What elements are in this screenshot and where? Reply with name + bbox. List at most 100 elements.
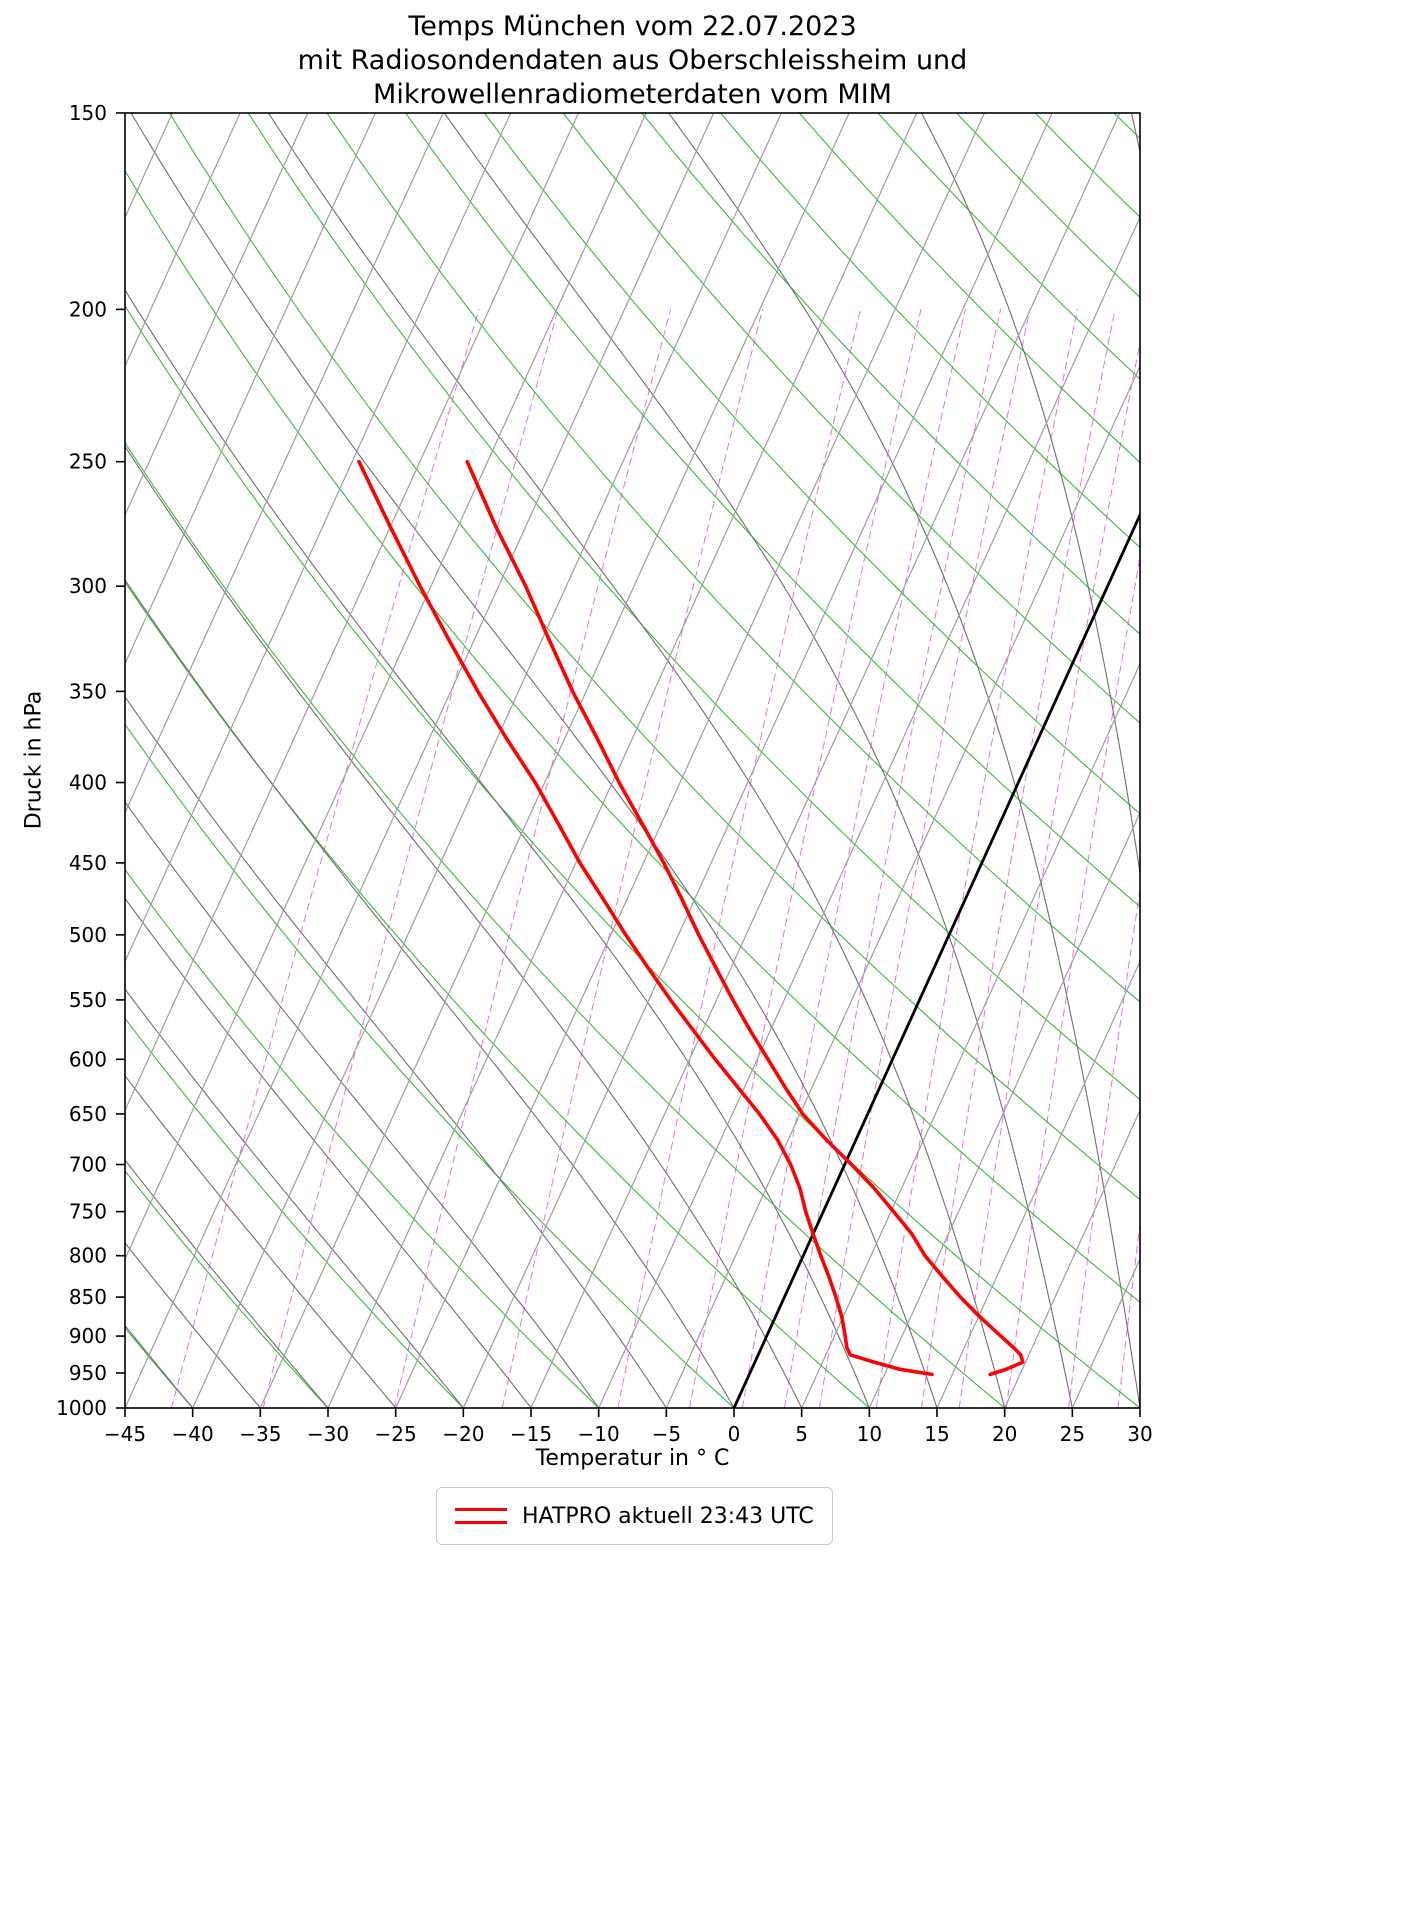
moist-adiabat-line bbox=[125, 1242, 261, 1408]
dry-adiabat-line bbox=[125, 1017, 464, 1408]
x-tick-label: −25 bbox=[375, 1422, 417, 1446]
mixing-ratio-line bbox=[783, 308, 1002, 1408]
dry-adiabat-line bbox=[125, 169, 1140, 1303]
dry-adiabat-line bbox=[125, 868, 600, 1408]
y-tick-label: 150 bbox=[69, 101, 107, 125]
x-tick-label: −15 bbox=[510, 1422, 552, 1446]
moist-adiabat-line bbox=[668, 113, 1140, 1408]
dry-adiabat-line bbox=[1193, 113, 1427, 1408]
isotherm-line bbox=[125, 113, 241, 368]
x-tick-label: 25 bbox=[1060, 1422, 1085, 1446]
isotherm-line bbox=[462, 113, 1053, 1408]
legend-label: HATPRO aktuell 23:43 UTC bbox=[522, 1503, 814, 1529]
y-tick-label: 700 bbox=[69, 1153, 107, 1177]
dewpoint-curve bbox=[357, 459, 934, 1377]
moist-adiabat-line bbox=[125, 578, 735, 1408]
y-tick-label: 400 bbox=[69, 771, 107, 795]
mixing-ratio-line bbox=[617, 308, 861, 1408]
mixing-ratio-line bbox=[170, 308, 480, 1408]
x-tick-label: −45 bbox=[104, 1422, 146, 1446]
dry-adiabat-line bbox=[168, 113, 1140, 1201]
x-tick-label: −40 bbox=[172, 1422, 214, 1446]
isotherm-line bbox=[868, 811, 1140, 1408]
zero-isotherm-line bbox=[732, 511, 1140, 1408]
y-tick-label: 450 bbox=[69, 851, 107, 875]
title-line-3: Mikrowellenradiometerdaten vom MIM bbox=[373, 79, 892, 110]
isotherm-line bbox=[125, 113, 376, 666]
y-tick-label: 1000 bbox=[56, 1396, 107, 1420]
mixing-ratio-line bbox=[1159, 309, 1312, 1408]
y-tick-label: 250 bbox=[69, 450, 107, 474]
mixing-ratio-line bbox=[262, 308, 559, 1408]
y-tick-label: 850 bbox=[69, 1285, 107, 1309]
x-tick-label: 0 bbox=[728, 1422, 741, 1446]
mixing-ratio-line bbox=[741, 308, 966, 1408]
y-tick-label: 350 bbox=[69, 679, 107, 703]
moist-adiabat-line bbox=[125, 289, 870, 1408]
isotherm-line bbox=[125, 113, 647, 1261]
isotherm-line bbox=[1139, 1406, 1140, 1408]
moist-adiabat-line bbox=[125, 1074, 397, 1408]
x-tick-label: 15 bbox=[924, 1422, 949, 1446]
moist-adiabat-line bbox=[125, 695, 667, 1408]
mixing-ratio-line bbox=[501, 308, 763, 1408]
moist-adiabat-line bbox=[267, 113, 1006, 1408]
legend-line-symbol bbox=[455, 1508, 507, 1524]
x-tick-label: 5 bbox=[795, 1422, 808, 1446]
isotherm-line bbox=[1071, 1257, 1140, 1408]
isotherm-line bbox=[665, 364, 1140, 1408]
dry-adiabat-line bbox=[125, 304, 1140, 1408]
legend: HATPRO aktuell 23:43 UTC bbox=[436, 1487, 833, 1545]
moist-adiabat-line bbox=[125, 445, 803, 1408]
dry-adiabat-line bbox=[405, 113, 1140, 908]
isotherm-line bbox=[598, 215, 1140, 1408]
mixing-ratio-line bbox=[1068, 887, 1140, 1408]
moist-adiabat-line bbox=[443, 113, 1073, 1408]
y-tick-label: 750 bbox=[69, 1200, 107, 1224]
mixing-ratio-line bbox=[689, 308, 922, 1408]
moist-adiabat-line bbox=[1130, 113, 1140, 154]
isotherm-line bbox=[192, 113, 783, 1408]
y-axis-label: Druck in hPa bbox=[21, 690, 47, 830]
temperature-curve bbox=[465, 459, 1025, 1377]
mixing-ratio-line bbox=[921, 308, 1116, 1408]
isotherm-line bbox=[125, 113, 580, 1112]
isotherm-line bbox=[1004, 1108, 1140, 1408]
y-tick-label: 650 bbox=[69, 1102, 107, 1126]
dry-adiabat-line bbox=[1113, 113, 1140, 140]
moist-adiabat-line bbox=[125, 988, 464, 1408]
isotherm-line bbox=[530, 113, 1121, 1408]
mixing-ratio-line bbox=[1005, 554, 1140, 1408]
x-tick-label: −30 bbox=[307, 1422, 349, 1446]
moist-adiabat-line bbox=[125, 897, 532, 1408]
x-tick-label: 10 bbox=[857, 1422, 882, 1446]
x-tick-label: −5 bbox=[652, 1422, 681, 1446]
x-tick-label: −20 bbox=[442, 1422, 484, 1446]
moist-adiabat-line bbox=[130, 113, 938, 1408]
isotherm-line bbox=[1275, 113, 1427, 1408]
isotherm-line bbox=[395, 113, 986, 1408]
isotherm-line bbox=[259, 113, 850, 1408]
title-line-2: mit Radiosondendaten aus Oberschleisshei… bbox=[297, 45, 968, 76]
y-tick-label: 800 bbox=[69, 1244, 107, 1268]
chart-title: Temps München vom 22.07.2023 mit Radioso… bbox=[125, 10, 1140, 112]
title-line-1: Temps München vom 22.07.2023 bbox=[408, 11, 857, 42]
y-tick-label: 950 bbox=[69, 1361, 107, 1385]
y-tick-label: 300 bbox=[69, 574, 107, 598]
dry-adiabat-line bbox=[125, 581, 870, 1408]
isotherm-line bbox=[1208, 113, 1427, 1408]
dry-adiabat-line bbox=[125, 441, 1006, 1408]
isotherm-line bbox=[125, 113, 444, 815]
moist-adiabat-line bbox=[1283, 113, 1343, 1408]
isotherm-line bbox=[125, 113, 309, 517]
y-tick-label: 900 bbox=[69, 1324, 107, 1348]
moist-adiabat-line bbox=[920, 113, 1140, 877]
legend-dewpoint-line bbox=[455, 1521, 507, 1524]
mixing-ratio-line bbox=[1117, 1219, 1140, 1408]
x-tick-label: −35 bbox=[239, 1422, 281, 1446]
x-tick-label: 30 bbox=[1127, 1422, 1152, 1446]
legend-temperature-line bbox=[455, 1508, 507, 1511]
dry-adiabat-line bbox=[247, 113, 1140, 1101]
dry-adiabat-line bbox=[483, 113, 1140, 815]
